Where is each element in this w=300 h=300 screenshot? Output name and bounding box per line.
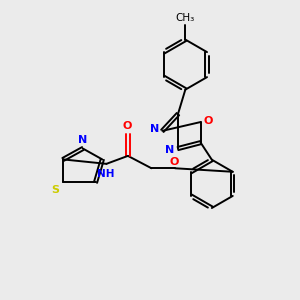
Text: O: O [203, 116, 212, 126]
Text: N: N [78, 135, 88, 145]
Text: N: N [150, 124, 159, 134]
Text: NH: NH [97, 169, 115, 179]
Text: N: N [165, 145, 174, 155]
Text: O: O [123, 122, 132, 131]
Text: CH₃: CH₃ [176, 13, 195, 23]
Text: O: O [170, 157, 179, 167]
Text: S: S [52, 185, 60, 195]
